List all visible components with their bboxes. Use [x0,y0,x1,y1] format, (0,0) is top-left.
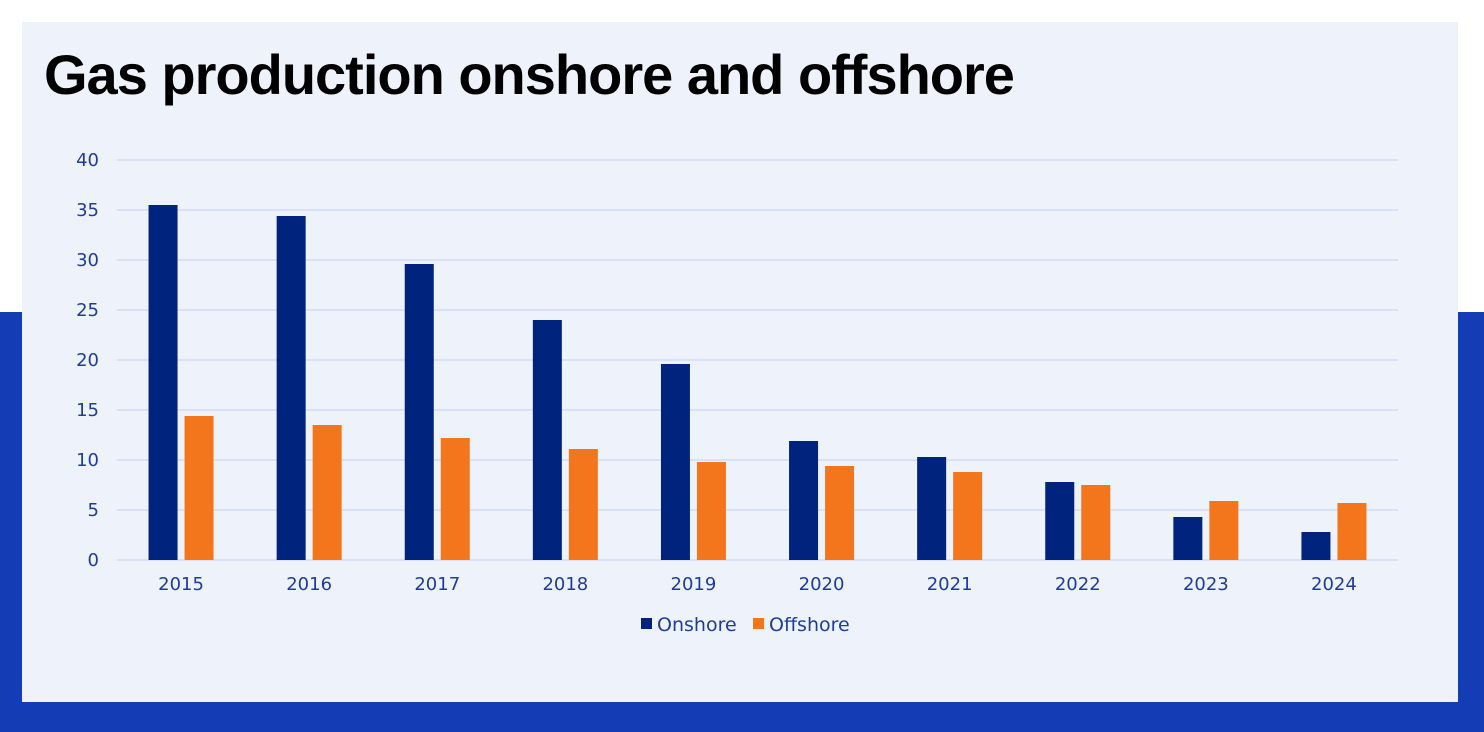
x-tick-label: 2017 [414,574,460,595]
y-tick-label: 25 [76,300,99,321]
bar-onshore-2021 [917,457,947,560]
bars [148,205,1367,560]
bar-offshore-2020 [825,466,855,560]
y-tick-label: 20 [76,350,99,371]
x-tick-label: 2020 [799,574,845,595]
bar-offshore-2023 [1209,501,1239,560]
chart-card [22,22,1458,702]
bar-offshore-2018 [568,449,598,560]
x-tick-label: 2022 [1055,574,1101,595]
y-axis: 0 5 10 15 20 25 30 35 40 [76,150,99,571]
bar-onshore-2016 [276,216,306,560]
bar-onshore-2017 [404,264,434,560]
legend: Onshore Offshore [641,614,850,636]
bar-onshore-2019 [660,364,690,560]
y-tick-label: 40 [76,150,99,171]
legend-label-onshore: Onshore [657,614,737,636]
bar-offshore-2021 [953,472,983,560]
x-tick-label: 2015 [158,574,204,595]
gridlines [117,159,1398,561]
bar-onshore-2020 [789,441,819,560]
x-tick-label: 2018 [542,574,588,595]
bar-offshore-2016 [312,425,342,560]
legend-swatch-onshore [641,618,652,629]
y-tick-label: 5 [88,500,99,521]
bar-onshore-2023 [1173,517,1203,560]
x-tick-label: 2024 [1311,574,1357,595]
y-tick-label: 15 [76,400,99,421]
bar-offshore-2024 [1337,503,1367,560]
bar-onshore-2024 [1301,532,1331,560]
y-tick-label: 35 [76,200,99,221]
x-tick-label: 2023 [1183,574,1229,595]
bar-offshore-2019 [696,462,726,560]
legend-label-offshore: Offshore [769,614,850,636]
x-axis: 2015 2016 2017 2018 2019 2020 2021 2022 2023 2024 [158,574,1357,595]
bar-offshore-2022 [1081,485,1111,560]
chart-title: Gas production onshore and offshore [44,43,1015,106]
legend-swatch-offshore [753,618,764,629]
bar-onshore-2015 [148,205,178,560]
y-tick-label: 10 [76,450,99,471]
x-tick-label: 2016 [286,574,332,595]
bar-onshore-2018 [532,320,562,560]
x-tick-label: 2021 [927,574,973,595]
bar-offshore-2017 [440,438,470,560]
y-tick-label: 0 [88,550,99,571]
bar-onshore-2022 [1045,482,1075,560]
bar-offshore-2015 [184,416,214,560]
x-tick-label: 2019 [671,574,717,595]
y-tick-label: 30 [76,250,99,271]
